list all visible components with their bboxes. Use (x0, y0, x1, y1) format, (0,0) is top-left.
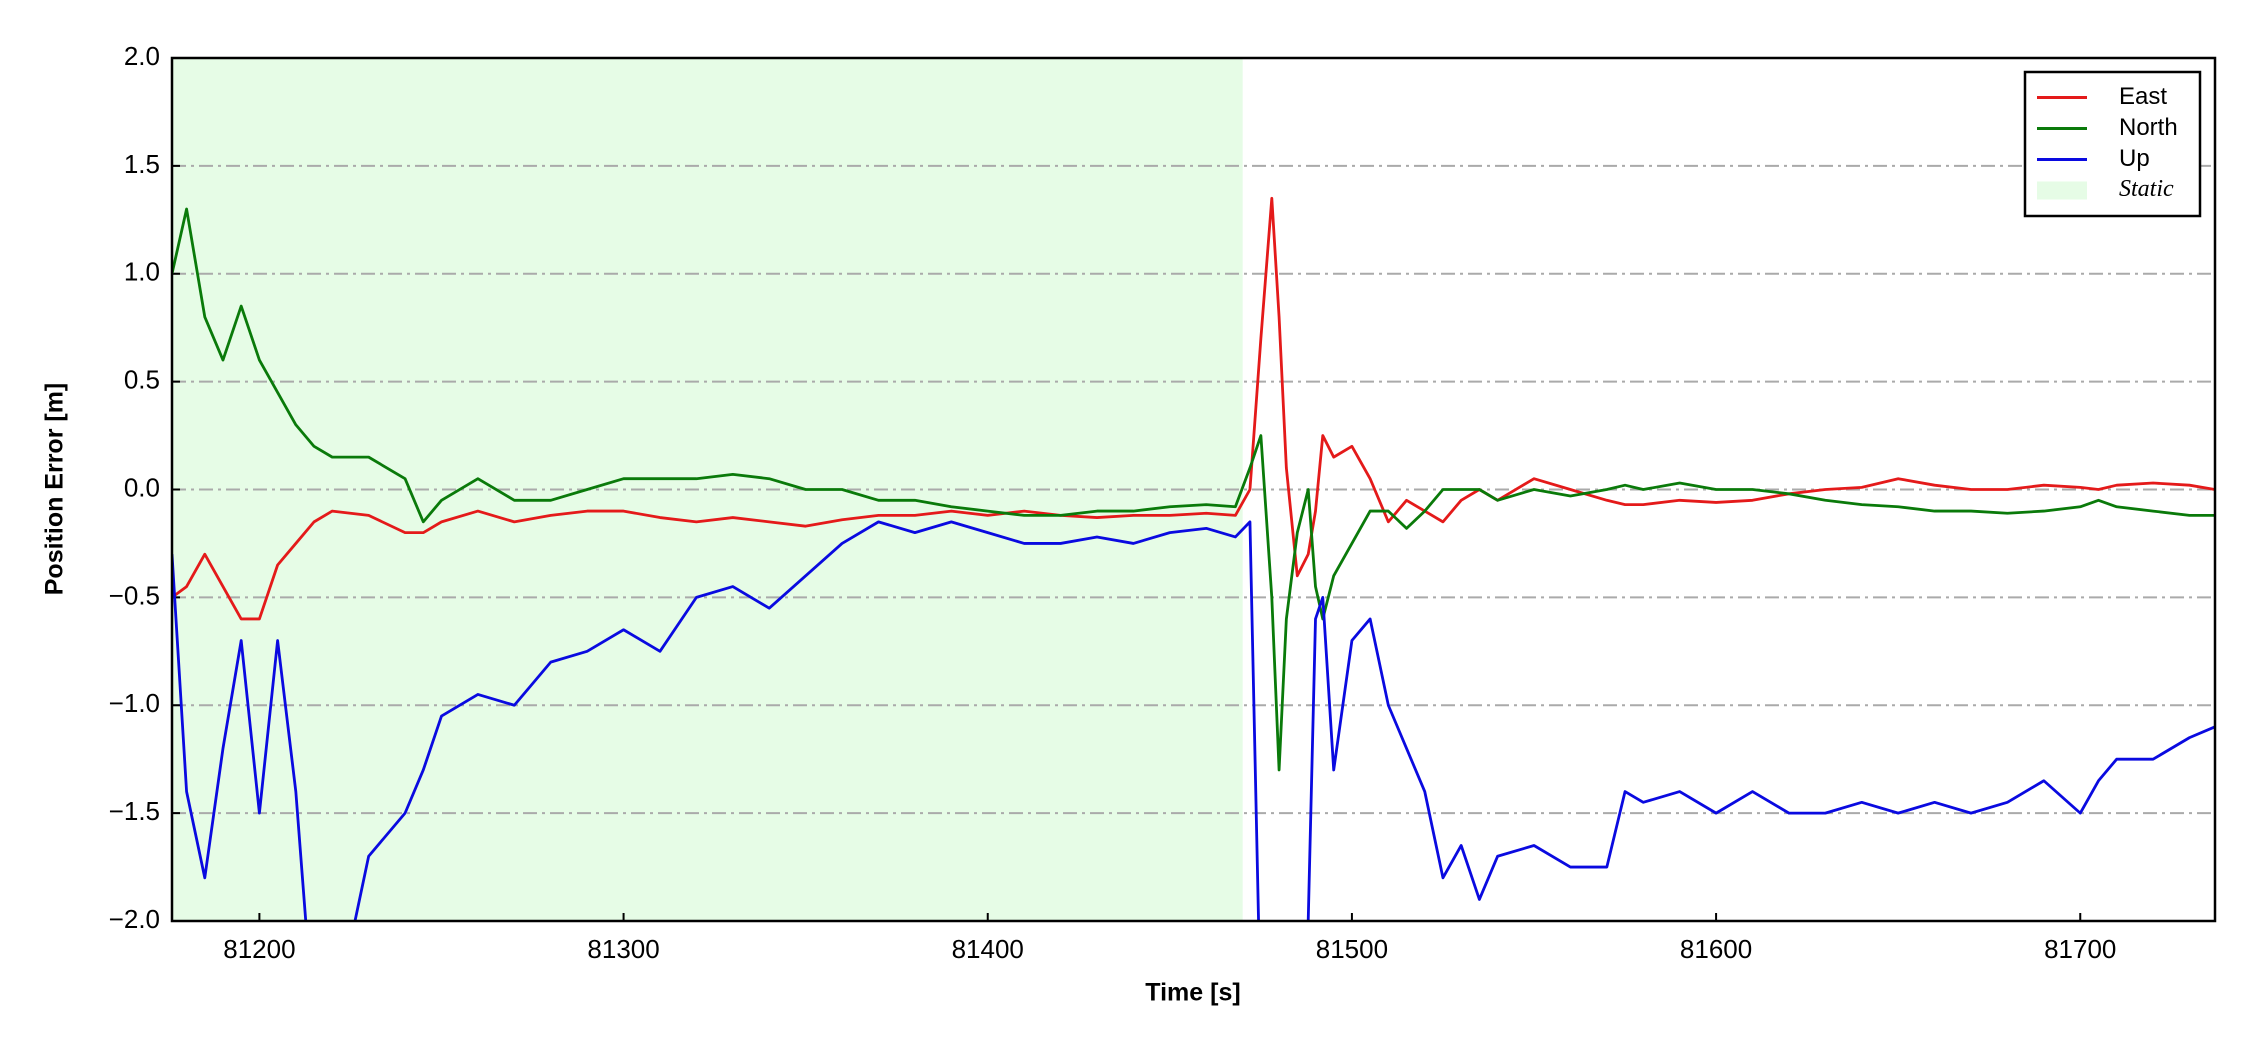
x-tick-label: 81700 (2044, 934, 2116, 964)
y-tick-label: −2.0 (109, 904, 160, 934)
x-tick-label: 81300 (587, 934, 659, 964)
y-tick-label: 1.0 (124, 257, 160, 287)
x-tick-label: 81400 (952, 934, 1024, 964)
x-tick-label: 81200 (223, 934, 295, 964)
legend-label: North (2119, 114, 2178, 141)
legend-label: East (2119, 83, 2167, 110)
y-tick-label: −1.0 (109, 688, 160, 718)
x-tick-label: 81500 (1316, 934, 1388, 964)
y-tick-label: 0.5 (124, 365, 160, 395)
y-tick-label: −1.5 (109, 796, 160, 826)
series-line (172, 520, 2215, 921)
y-tick-label: 2.0 (124, 41, 160, 71)
y-tick-label: 0.0 (124, 472, 160, 502)
plot-frame (170, 56, 2217, 923)
legend-label: Static (2119, 176, 2174, 202)
legend-label: Up (2119, 145, 2150, 172)
series-line (172, 207, 2215, 772)
y-axis-label: Position Error [m] (41, 383, 69, 596)
series-line (172, 196, 2215, 621)
legend-swatch (2037, 181, 2087, 200)
y-tick-label: −0.5 (109, 580, 160, 610)
x-tick-label: 81600 (1680, 934, 1752, 964)
y-tick-label: 1.5 (124, 149, 160, 179)
x-axis-label: Time [s] (1145, 979, 1240, 1007)
